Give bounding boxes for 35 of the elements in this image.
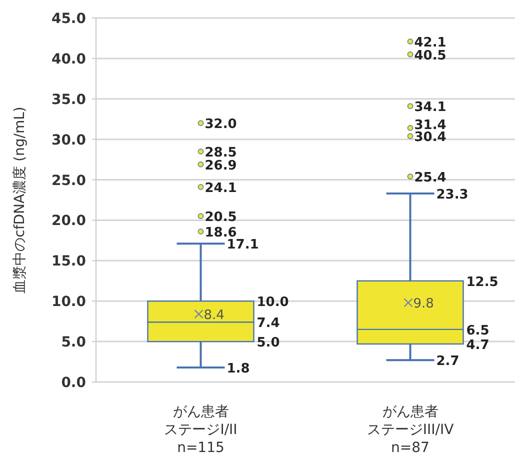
y-tick-label: 10.0 bbox=[51, 294, 86, 310]
annotation: 7.4 bbox=[256, 316, 280, 332]
y-tick-label: 30.0 bbox=[51, 132, 86, 148]
annotation: 28.5 bbox=[204, 145, 237, 160]
annotation: 30.4 bbox=[414, 130, 446, 146]
annotation: 40.5 bbox=[414, 48, 446, 64]
y-axis-title: 血漿中のcfDNA濃度 (ng/mL) bbox=[12, 106, 28, 294]
annotation: 17.1 bbox=[226, 238, 259, 253]
annotation: 9.8 bbox=[413, 296, 434, 312]
annotation: 5.0 bbox=[256, 336, 280, 351]
annotation: 2.7 bbox=[436, 354, 460, 370]
y-tick-label: 0.0 bbox=[61, 375, 86, 391]
y-tick-label: 40.0 bbox=[51, 51, 86, 68]
y-tick-label: 5.0 bbox=[61, 334, 86, 351]
x-tick-label: がん患者ステージIII/IV n=87 bbox=[366, 404, 454, 456]
annotation: 20.5 bbox=[204, 210, 237, 226]
annotation: 1.8 bbox=[226, 361, 250, 376]
annotation: 23.3 bbox=[436, 188, 468, 203]
annotation: 10.0 bbox=[256, 295, 289, 310]
annotation: 4.7 bbox=[466, 338, 490, 353]
annotation: 34.1 bbox=[414, 100, 446, 116]
y-tick-label: 15.0 bbox=[51, 254, 86, 270]
annotation: 12.5 bbox=[466, 274, 498, 290]
annotation: 8.4 bbox=[204, 308, 224, 324]
annotation: 25.4 bbox=[414, 170, 446, 186]
annotation: 6.5 bbox=[466, 323, 490, 338]
annotation: 24.1 bbox=[204, 181, 237, 196]
y-tick-label: 25.0 bbox=[51, 172, 86, 189]
y-tick-label: 20.0 bbox=[51, 213, 86, 230]
annotation: 32.0 bbox=[204, 117, 237, 132]
y-tick-label: 35.0 bbox=[51, 92, 86, 108]
x-tick-label: がん患者ステージI/II n=115 bbox=[164, 404, 238, 456]
annotation: 42.1 bbox=[414, 35, 446, 50]
annotation: 26.9 bbox=[204, 158, 237, 174]
y-tick-label: 45.0 bbox=[51, 11, 86, 27]
